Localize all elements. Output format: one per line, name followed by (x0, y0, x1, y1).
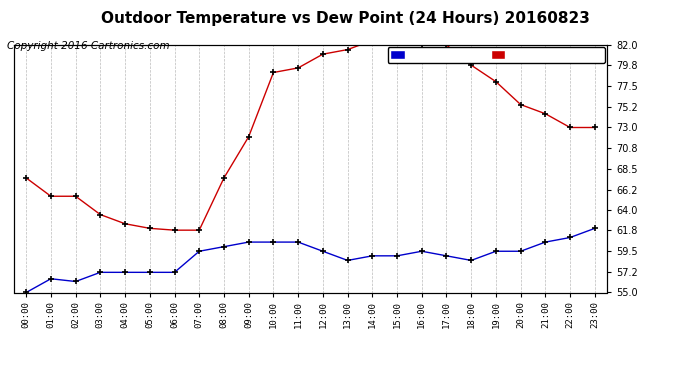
Text: Copyright 2016 Cartronics.com: Copyright 2016 Cartronics.com (7, 41, 170, 51)
Legend: Dew Point (°F), Temperature (°F): Dew Point (°F), Temperature (°F) (388, 47, 605, 63)
Text: Outdoor Temperature vs Dew Point (24 Hours) 20160823: Outdoor Temperature vs Dew Point (24 Hou… (101, 11, 589, 26)
